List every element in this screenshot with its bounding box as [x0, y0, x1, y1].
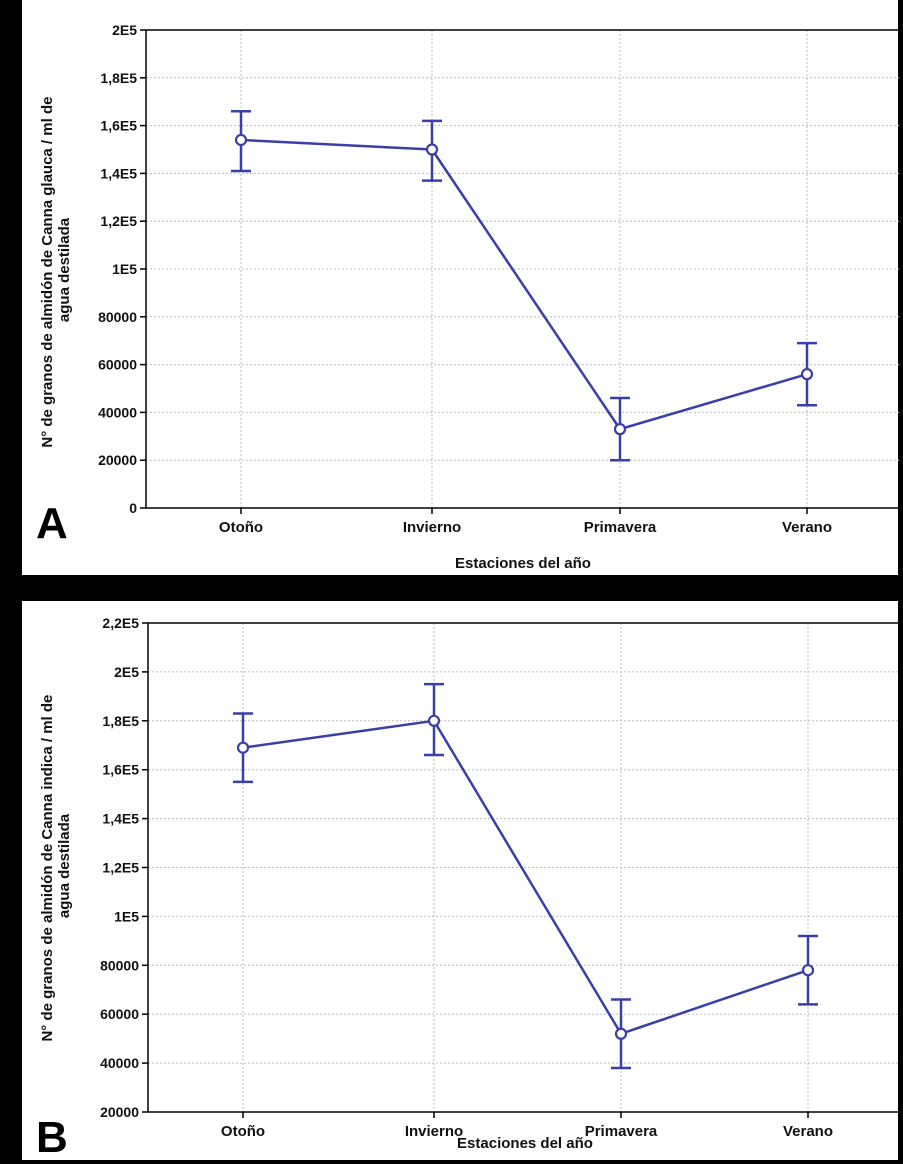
figure-frame-bottom: [0, 1160, 903, 1164]
panel-b-y-tick-label: 2E5: [114, 664, 139, 680]
panel-b-y-tick-label: 80000: [100, 957, 139, 973]
panel-a-x-tick-label: Invierno: [403, 519, 461, 536]
panel-a-y-tick-label: 1,4E5: [100, 165, 137, 181]
panel-a-y-tick-label: 1E5: [112, 261, 137, 277]
panel-b-data-point: [614, 1027, 628, 1040]
panel-b-y-tick-label: 40000: [100, 1055, 139, 1071]
panel-b-y-tick-label: 1,6E5: [102, 762, 139, 778]
panel-b-x-tick-label: Verano: [783, 1123, 833, 1140]
panel-b-y-axis-label: N° de granos de almidón de Canna indica …: [39, 690, 73, 1041]
panel-separator: [0, 575, 903, 601]
panel-a-y-tick-label: 40000: [98, 404, 137, 420]
panel-a-x-tick-label: Verano: [782, 519, 832, 536]
panel-b-y-tick-label: 1E5: [114, 908, 139, 924]
panel-b-x-ticks: Otoño Invierno Primavera Verano: [221, 1112, 833, 1140]
panel-a-y-ticks: 0 20000 40000 60000 80000 1E5 1,2E5 1,4E5 1,6E5 1…: [98, 22, 146, 516]
panel-b-y-axis-label-line-2: agua destilada: [56, 813, 73, 918]
panel-a-y-tick-label: 1,6E5: [100, 118, 137, 134]
panel-b-y-tick-label: 20000: [100, 1104, 139, 1120]
panel-b-data-point: [427, 714, 441, 727]
panel-a-y-tick-label: 60000: [98, 357, 137, 373]
panel-a-y-axis-label-line-2: agua destilada: [56, 217, 73, 322]
figure-frame-right: [898, 0, 903, 1164]
panel-a-y-axis-label: N° de granos de almidón de Canna glauca …: [39, 92, 73, 447]
panel-b-y-tick-label: 1,8E5: [102, 713, 139, 729]
panel-b-letter: B: [36, 1113, 68, 1162]
panel-a-x-axis-label: Estaciones del año: [455, 555, 591, 572]
panel-b-plot: [233, 682, 818, 1070]
panel-a-y-axis-label-line-1: N° de granos de almidón de Canna glauca …: [39, 97, 56, 448]
panel-b-series-line: [242, 719, 809, 1036]
panel-a-y-tick-label: 1,2E5: [100, 213, 137, 229]
panel-b-x-axis-label: Estaciones del año: [457, 1135, 593, 1152]
panel-a-data-point: [613, 423, 627, 436]
panel-a-data-point: [800, 368, 814, 381]
panel-b-y-axis-label-line-1: N° de granos de almidón de Canna indica …: [39, 695, 56, 1042]
panel-b-data-point: [236, 741, 250, 754]
panel-a-x-tick-label: Otoño: [219, 519, 263, 536]
panel-a-series-line: [240, 138, 808, 431]
panel-b-data-point: [801, 964, 815, 977]
panel-a-data-point: [234, 133, 248, 147]
panel-b-y-tick-label: 1,2E5: [102, 860, 139, 876]
panel-b-grid: [148, 623, 900, 1112]
panel-a-letter: A: [36, 499, 68, 548]
panel-a-grid: [146, 30, 900, 508]
panel-a-x-ticks: Otoño Invierno Primavera Verano: [219, 508, 832, 536]
panel-b-y-tick-label: 60000: [100, 1006, 139, 1022]
panel-b-x-tick-label: Primavera: [585, 1123, 658, 1140]
panel-a-y-tick-label: 20000: [98, 452, 137, 468]
panel-a: 0 20000 40000 60000 80000 1E5 1,2E5 1,4E5 1,6E5 1…: [36, 22, 901, 572]
panel-a-plot: [231, 110, 817, 462]
panel-a-y-tick-label: 1,8E5: [100, 70, 137, 86]
panel-b-y-ticks: 20000 40000 60000 80000 1E5 1,2E5 1,4E5 1,6E5 1,…: [100, 615, 148, 1120]
panel-b-y-tick-label: 1,4E5: [102, 811, 139, 827]
panel-a-y-tick-label: 80000: [98, 309, 137, 325]
panel-a-data-point: [425, 143, 439, 156]
panel-a-y-tick-label: 2E5: [112, 22, 137, 38]
panel-b-x-tick-label: Otoño: [221, 1123, 265, 1140]
panel-b: 20000 40000 60000 80000 1E5 1,2E5 1,4E5 1,6E5 1,…: [36, 615, 901, 1162]
panel-b-y-tick-label: 2,2E5: [102, 615, 139, 631]
panel-b-x-tick-label: Invierno: [405, 1123, 463, 1140]
panel-a-x-tick-label: Primavera: [584, 519, 657, 536]
panel-a-y-tick-label: 0: [129, 500, 137, 516]
